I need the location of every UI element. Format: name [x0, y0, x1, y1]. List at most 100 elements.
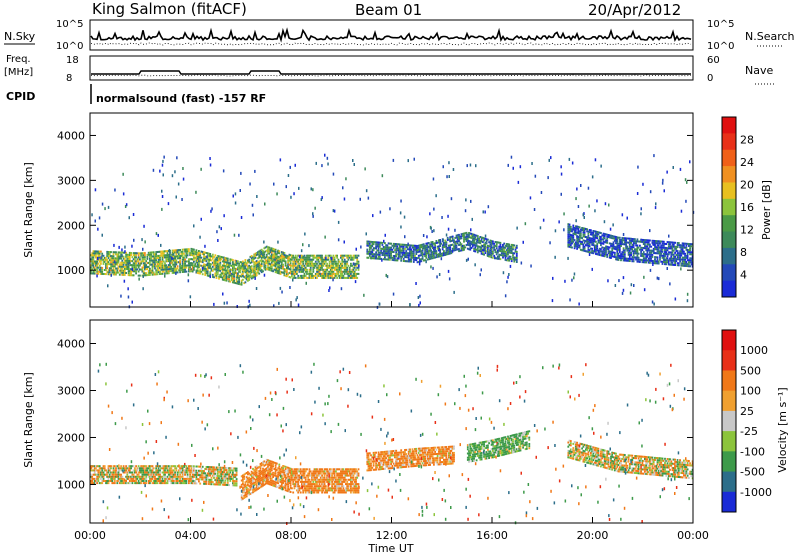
heatmap-cell	[395, 243, 398, 246]
heatmap-cell	[355, 268, 357, 271]
heatmap-cell	[586, 244, 588, 247]
heatmap-cell	[165, 477, 168, 480]
heatmap-cell	[329, 264, 332, 267]
y-tick-label: 4000	[57, 129, 85, 142]
heatmap-cell	[135, 252, 137, 255]
heatmap-cell	[166, 480, 169, 482]
heatmap-cell	[321, 264, 323, 267]
scatter-cell	[297, 303, 300, 307]
heatmap-cell	[111, 482, 114, 485]
heatmap-cell	[644, 243, 646, 246]
heatmap-cell	[313, 262, 316, 265]
heatmap-cell	[318, 262, 321, 265]
heatmap-cell	[683, 246, 685, 249]
heatmap-cell	[631, 258, 634, 261]
scatter-cell	[182, 177, 185, 181]
heatmap-cell	[417, 246, 420, 249]
scatter-cell	[177, 182, 180, 186]
heatmap-cell	[150, 477, 153, 480]
heatmap-cell	[191, 469, 194, 472]
heatmap-cell	[154, 257, 156, 260]
heatmap-cell	[620, 259, 622, 262]
heatmap-cell	[340, 254, 342, 257]
heatmap-cell	[213, 472, 215, 475]
heatmap-cell	[657, 240, 660, 243]
heatmap-cell	[567, 245, 570, 248]
heatmap-cell	[479, 242, 482, 245]
heatmap-cell	[155, 469, 158, 472]
heatmap-cell	[661, 254, 664, 257]
heatmap-cell	[106, 475, 109, 478]
heatmap-cell	[111, 271, 114, 274]
scatter-cell	[320, 198, 323, 201]
heatmap-cell	[209, 263, 212, 266]
heatmap-cell	[211, 255, 214, 258]
heatmap-cell	[171, 261, 174, 264]
heatmap-cell	[675, 245, 678, 248]
heatmap-cell	[254, 260, 257, 263]
heatmap-cell	[257, 251, 259, 254]
heatmap-cell	[232, 279, 234, 282]
heatmap-cell	[174, 259, 176, 262]
heatmap-cell	[591, 237, 593, 240]
heatmap-cell	[162, 252, 165, 255]
scatter-cell	[471, 217, 473, 221]
heatmap-cell	[176, 249, 179, 252]
heatmap-cell	[93, 254, 96, 257]
heatmap-cell	[136, 268, 139, 271]
heatmap-cell	[215, 276, 218, 279]
heatmap-cell	[248, 260, 251, 263]
heatmap-cell	[238, 266, 240, 269]
heatmap-cell	[95, 256, 97, 259]
heatmap-cell	[392, 242, 395, 245]
station-title: King Salmon (fitACF)	[92, 0, 247, 18]
heatmap-cell	[390, 242, 392, 245]
heatmap-cell	[172, 257, 175, 260]
heatmap-cell	[142, 467, 145, 470]
scatter-cell	[225, 275, 228, 279]
scatter-cell	[218, 225, 221, 229]
heatmap-cell	[292, 256, 295, 259]
heatmap-cell	[228, 467, 230, 470]
scatter-cell	[233, 233, 236, 237]
heatmap-cell	[126, 473, 129, 476]
scatter-cell	[433, 207, 435, 211]
heatmap-cell	[345, 264, 347, 267]
heatmap-cell	[306, 264, 308, 267]
heatmap-cell	[367, 240, 370, 243]
heatmap-cell	[115, 471, 117, 474]
heatmap-cell	[499, 241, 502, 244]
heatmap-cell	[265, 249, 268, 252]
heatmap-cell	[291, 274, 293, 277]
heatmap-cell	[419, 246, 421, 249]
heatmap-cell	[333, 274, 336, 277]
heatmap-cell	[151, 467, 154, 470]
scatter-cell	[415, 282, 417, 285]
heatmap-cell	[567, 235, 570, 238]
heatmap-cell	[427, 256, 430, 259]
heatmap-cell	[130, 260, 132, 263]
heatmap-cell	[294, 258, 297, 261]
heatmap-cell	[311, 262, 313, 265]
heatmap-cell	[346, 256, 349, 259]
heatmap-cell	[199, 254, 202, 257]
heatmap-cell	[441, 254, 444, 257]
heatmap-cell	[439, 251, 441, 254]
heatmap-cell	[224, 259, 227, 262]
heatmap-cell	[172, 480, 175, 482]
heatmap-cell	[157, 469, 160, 472]
heatmap-cell	[399, 253, 401, 256]
heatmap-cell	[274, 248, 277, 251]
scatter-cell	[104, 207, 106, 211]
heatmap-cell	[234, 267, 237, 270]
heatmap-cell	[582, 243, 585, 246]
heatmap-cell	[301, 270, 303, 273]
heatmap-cell	[592, 238, 595, 241]
heatmap-cell	[400, 251, 403, 254]
heatmap-cell	[577, 228, 580, 230]
heatmap-cell	[332, 262, 335, 265]
heatmap-cell	[632, 242, 635, 245]
heatmap-cell	[160, 272, 163, 275]
heatmap-cell	[228, 274, 230, 277]
scatter-cell	[582, 213, 584, 217]
